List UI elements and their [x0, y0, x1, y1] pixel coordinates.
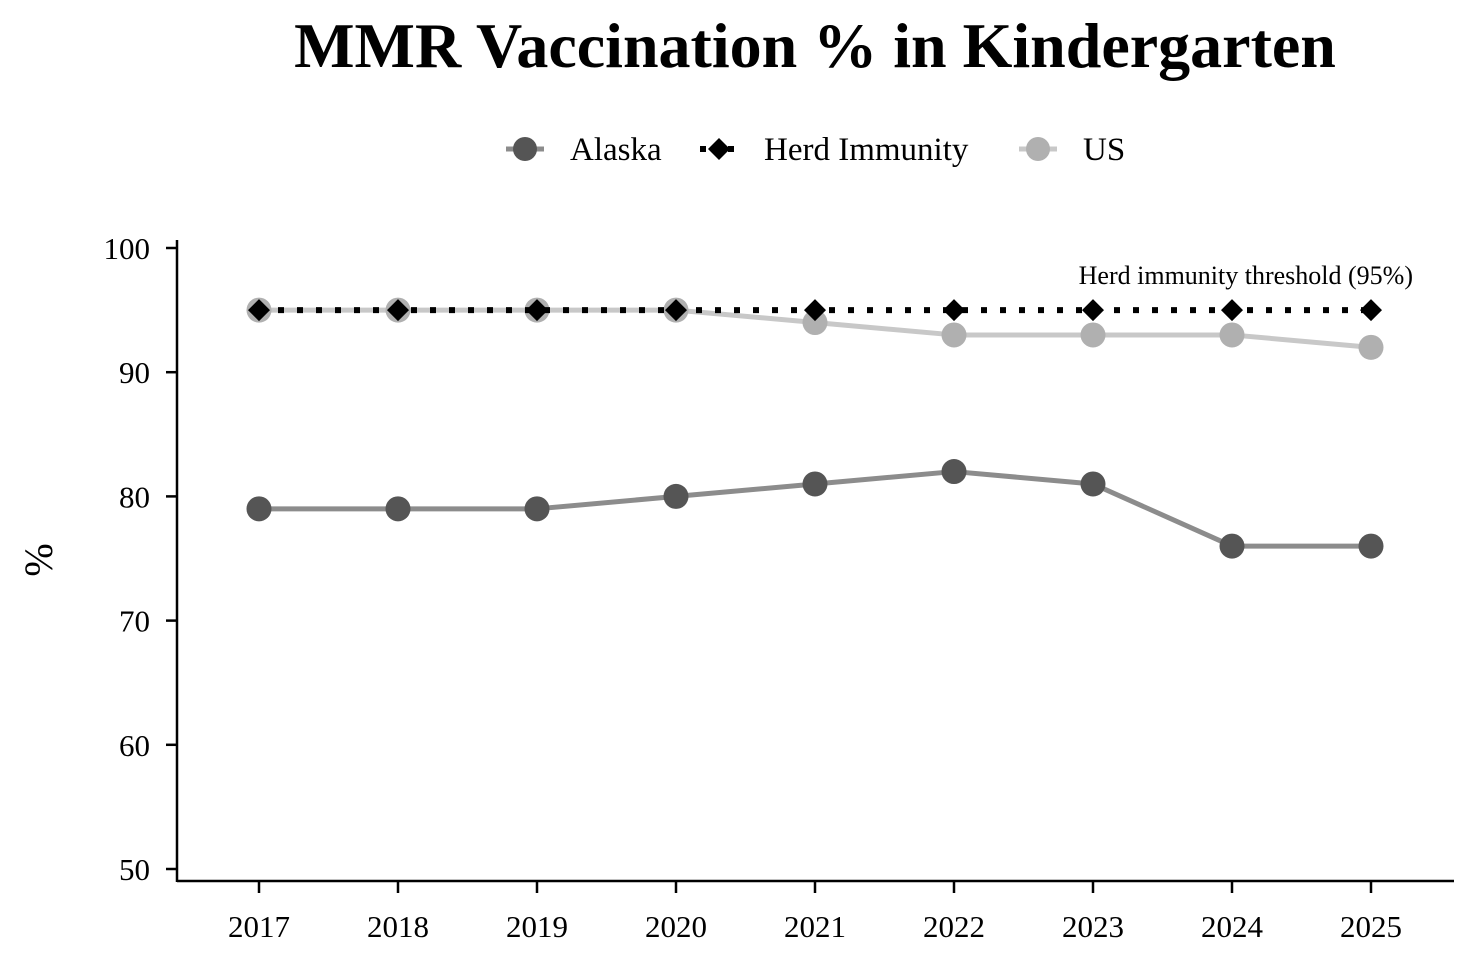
x-tick-label: 2025	[1340, 909, 1402, 944]
data-point-herd-immunity	[1082, 299, 1104, 322]
series-alaska	[246, 459, 1384, 559]
data-point-herd-immunity	[248, 299, 270, 322]
series-herd-immunity	[248, 299, 1382, 322]
herd-immunity-annotation: Herd immunity threshold (95%)	[1079, 261, 1413, 290]
legend-marker	[513, 137, 537, 161]
legend: Alaska Herd Immunity US	[506, 132, 1125, 168]
series-us	[246, 297, 1384, 360]
x-tick-label: 2022	[923, 909, 985, 944]
data-point-herd-immunity	[1360, 299, 1382, 322]
y-tick-label: 50	[119, 852, 150, 887]
x-tick-label: 2018	[367, 909, 429, 944]
y-tick-label: 80	[119, 479, 150, 514]
data-point-alaska	[524, 496, 550, 522]
legend-label: Alaska	[570, 132, 662, 168]
x-ticks: 2017 2018 2019 2020 2021 2022 2023 2024 2025	[228, 881, 1402, 944]
data-point-herd-immunity	[943, 299, 965, 322]
legend-item-alaska: Alaska	[506, 132, 662, 168]
data-point-herd-immunity	[1221, 299, 1243, 322]
data-point-us	[1358, 334, 1384, 360]
data-point-alaska	[941, 459, 967, 485]
y-tick-label: 70	[119, 604, 150, 639]
data-point-alaska	[663, 483, 689, 509]
chart-title: MMR Vaccination % in Kindergarten	[294, 10, 1336, 81]
y-tick-label: 100	[104, 231, 151, 266]
legend-item-herd-immunity: Herd Immunity	[700, 132, 969, 168]
y-tick-label: 90	[119, 355, 150, 390]
data-point-alaska	[1358, 533, 1384, 559]
data-point-alaska	[246, 496, 272, 522]
x-tick-label: 2023	[1062, 909, 1124, 944]
legend-marker	[708, 138, 730, 160]
data-point-us	[941, 322, 967, 348]
x-tick-label: 2019	[506, 909, 568, 944]
data-point-herd-immunity	[387, 299, 409, 322]
y-tick-label: 60	[119, 728, 150, 763]
data-point-us	[1080, 322, 1106, 348]
x-tick-label: 2017	[228, 909, 290, 944]
x-tick-label: 2024	[1201, 909, 1264, 944]
data-point-alaska	[1080, 471, 1106, 497]
x-tick-label: 2021	[784, 909, 846, 944]
x-tick-label: 2020	[645, 909, 707, 944]
legend-item-us: US	[1019, 132, 1125, 168]
series-layer	[246, 297, 1384, 559]
data-point-herd-immunity	[526, 299, 548, 322]
data-point-herd-immunity	[665, 299, 687, 322]
y-ticks: 50 60 70 80 90 100	[104, 231, 177, 887]
data-point-alaska	[1219, 533, 1245, 559]
legend-label: Herd Immunity	[764, 132, 969, 168]
data-point-alaska	[802, 471, 828, 497]
data-point-us	[1219, 322, 1245, 348]
data-point-alaska	[385, 496, 411, 522]
legend-label: US	[1083, 132, 1125, 168]
data-point-herd-immunity	[804, 299, 826, 322]
y-axis-label: %	[16, 543, 61, 576]
data-point-us	[802, 310, 828, 336]
legend-marker	[1026, 137, 1050, 161]
